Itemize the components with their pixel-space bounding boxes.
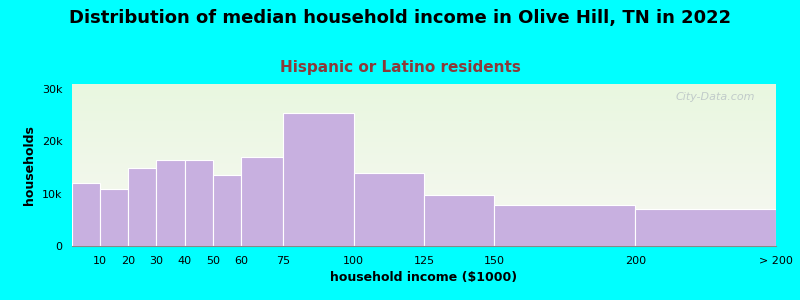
Text: Hispanic or Latino residents: Hispanic or Latino residents [279,60,521,75]
Text: City-Data.com: City-Data.com [675,92,755,102]
Bar [72,183,100,246]
Bar [128,168,157,246]
Bar [635,209,776,246]
Y-axis label: households: households [23,125,36,205]
Bar [213,176,241,246]
Bar [494,205,635,246]
Bar [185,160,213,246]
Bar [241,157,283,246]
Bar [283,113,354,246]
Bar [157,160,185,246]
Bar [424,195,494,246]
X-axis label: household income ($1000): household income ($1000) [330,271,518,284]
Bar [354,173,424,246]
Bar [100,188,128,246]
Text: Distribution of median household income in Olive Hill, TN in 2022: Distribution of median household income … [69,9,731,27]
